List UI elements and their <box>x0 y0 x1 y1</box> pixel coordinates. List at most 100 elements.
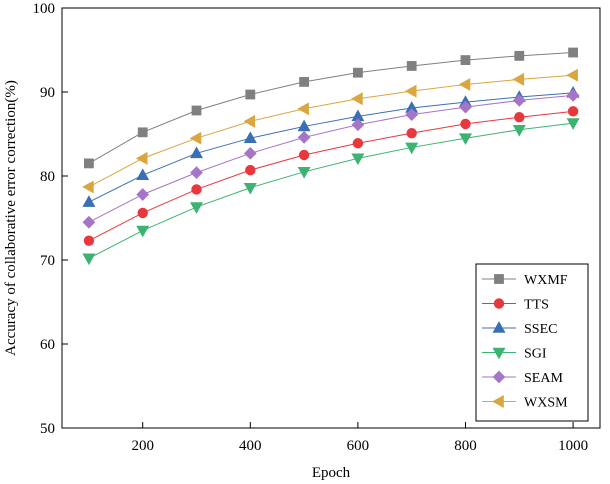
series-line <box>88 52 574 164</box>
data-point <box>190 202 203 214</box>
y-tick-label: 60 <box>40 337 55 353</box>
data-point <box>137 207 148 219</box>
series-line <box>88 94 574 223</box>
data-point <box>190 146 203 159</box>
axis-ticks: 200 400 600 800 1000 50 60 70 80 90 100 <box>33 1 589 454</box>
series-line <box>88 122 574 259</box>
data-point <box>460 118 471 130</box>
data-point <box>459 133 472 146</box>
x-tick-label: 200 <box>131 438 154 454</box>
data-point <box>243 114 256 128</box>
x-tick-label: 400 <box>239 438 262 454</box>
legend-marker <box>492 321 506 333</box>
data-point <box>566 88 580 102</box>
data-point <box>459 100 472 114</box>
x-axis-title: Epoch <box>312 465 351 481</box>
series-wxmf <box>84 47 578 169</box>
legend-label: WXSM <box>524 396 568 411</box>
data-point <box>352 67 363 78</box>
legend-marker <box>494 274 504 284</box>
y-axis-title: Accuracy of collaborative error correcti… <box>3 80 19 356</box>
data-point <box>82 253 96 266</box>
legend-label: TTS <box>524 298 549 313</box>
legend-item: WXMF <box>482 273 568 288</box>
y-tick-label: 50 <box>40 421 55 437</box>
y-tick-label: 80 <box>40 169 55 185</box>
legend-label: SEAM <box>524 371 563 386</box>
data-point <box>351 153 365 166</box>
series-line <box>88 74 574 188</box>
data-point <box>243 146 257 160</box>
data-point <box>191 184 202 195</box>
data-point <box>136 225 150 238</box>
data-point <box>406 127 417 139</box>
data-point <box>297 166 311 179</box>
data-point <box>137 127 148 138</box>
data-point <box>512 94 526 107</box>
legend: WXMF TTS SSEC SGI SEAM WXSM <box>475 263 589 422</box>
legend-label: SGI <box>524 347 547 362</box>
y-tick-label: 70 <box>40 253 55 269</box>
series-line <box>88 92 574 203</box>
data-point <box>82 215 96 229</box>
data-point <box>243 182 257 195</box>
data-point <box>352 138 364 149</box>
y-tick-label: 90 <box>40 85 55 101</box>
data-point <box>351 118 365 132</box>
plot-frame <box>61 7 601 429</box>
legend-item: SSEC <box>482 321 557 337</box>
legend-marker <box>492 370 506 384</box>
data-point <box>189 131 202 145</box>
legend-label: SSEC <box>524 322 557 337</box>
legend-box <box>475 263 589 422</box>
series-layer <box>82 47 580 266</box>
data-point <box>135 151 148 165</box>
data-point <box>514 50 525 61</box>
data-point <box>136 168 150 180</box>
data-point <box>404 84 417 98</box>
legend-marker <box>492 395 504 408</box>
data-point <box>190 166 203 180</box>
x-tick-label: 800 <box>454 438 477 454</box>
data-point <box>514 111 525 123</box>
y-tick-label: 100 <box>33 1 56 17</box>
data-point <box>405 108 419 122</box>
data-point <box>568 47 578 58</box>
x-tick-label: 600 <box>347 438 370 454</box>
x-tick-label: 1000 <box>558 438 588 454</box>
data-point <box>84 158 94 169</box>
data-point <box>460 55 471 65</box>
series-tts <box>83 106 579 246</box>
data-point <box>406 61 417 71</box>
data-point <box>83 235 95 246</box>
legend-label: WXMF <box>524 273 568 288</box>
legend-item: SGI <box>482 347 547 362</box>
data-point <box>458 77 471 91</box>
legend-marker <box>493 298 505 309</box>
data-point <box>512 72 525 86</box>
data-point <box>82 195 96 207</box>
legend-marker <box>492 347 506 360</box>
data-point <box>351 92 363 106</box>
data-point <box>567 106 579 117</box>
data-point <box>245 89 256 100</box>
data-point <box>297 130 311 144</box>
series-line <box>88 110 574 242</box>
legend-item: TTS <box>482 298 549 313</box>
data-point <box>243 131 257 144</box>
series-wxsm <box>82 68 578 194</box>
data-point <box>566 68 578 82</box>
data-point <box>191 105 202 116</box>
data-point <box>245 164 256 176</box>
data-point <box>298 149 310 161</box>
series-seam <box>82 88 580 229</box>
data-point <box>136 188 150 201</box>
series-sgi <box>82 118 580 266</box>
data-point <box>405 142 419 155</box>
data-point <box>82 180 94 194</box>
data-point <box>512 125 526 137</box>
data-point <box>566 118 580 130</box>
legend-item: WXSM <box>482 395 568 411</box>
data-point <box>297 102 309 116</box>
legend-item: SEAM <box>482 370 563 386</box>
